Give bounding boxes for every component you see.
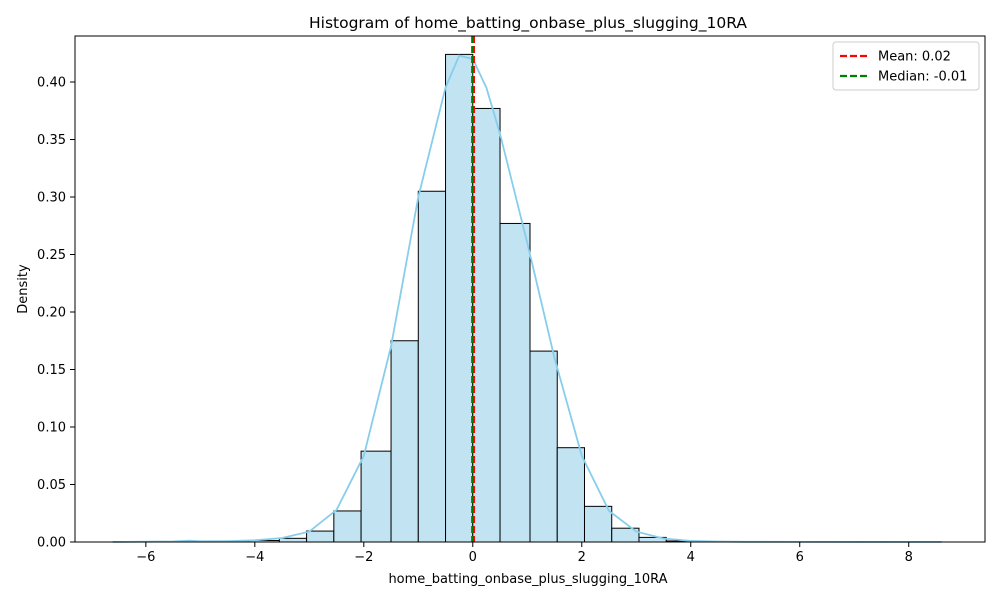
reference-lines [471, 36, 475, 542]
histogram-bar [333, 510, 362, 543]
histogram-bar [499, 222, 531, 543]
x-tick-label: 8 [905, 550, 913, 565]
y-tick-label: 0.00 [37, 536, 66, 551]
histogram-bar [306, 530, 335, 543]
chart-title: Histogram of home_batting_onbase_plus_sl… [309, 14, 747, 33]
kde-layer [113, 54, 942, 543]
x-tick-label: −6 [136, 550, 155, 565]
x-tick-label: 6 [796, 550, 804, 565]
histogram-bar [472, 107, 501, 543]
histogram-bar [583, 505, 613, 543]
legend-box [832, 41, 980, 91]
histogram-bar [360, 450, 392, 543]
histogram-bar [556, 447, 585, 543]
histogram-bar [390, 340, 419, 543]
y-tick-label: 0.25 [37, 248, 66, 263]
histogram-bar [278, 537, 308, 543]
x-axis-ticks: −6 −4 −2 0 2 4 6 8 [136, 542, 913, 565]
x-tick-label: 4 [687, 550, 695, 565]
legend-mean-label: Mean: 0.02 [878, 50, 951, 65]
histogram-bar [417, 190, 447, 543]
y-tick-label: 0.40 [37, 76, 66, 91]
legend: Mean: 0.02 Median: -0.01 [832, 41, 980, 91]
histogram-bar [445, 53, 474, 543]
y-tick-label: 0.10 [37, 421, 66, 436]
x-tick-label: −2 [354, 550, 373, 565]
y-tick-label: 0.20 [37, 306, 66, 321]
legend-median-label: Median: -0.01 [878, 70, 967, 85]
x-tick-label: −4 [245, 550, 264, 565]
y-axis-label: Density [16, 264, 31, 314]
x-tick-label: 2 [578, 550, 586, 565]
y-tick-label: 0.30 [37, 191, 66, 206]
histogram-bar [529, 350, 558, 543]
y-tick-label: 0.35 [37, 133, 66, 148]
x-axis-label: home_batting_onbase_plus_slugging_10RA [388, 572, 667, 587]
y-tick-label: 0.05 [37, 478, 66, 493]
x-tick-label: 0 [469, 550, 477, 565]
y-tick-label: 0.15 [37, 363, 66, 378]
plot-frame [74, 35, 986, 543]
kde-curve [113, 54, 942, 543]
y-axis-ticks: 0.00 0.05 0.10 0.15 0.20 0.25 0.30 0.35 0.40 [37, 76, 75, 551]
